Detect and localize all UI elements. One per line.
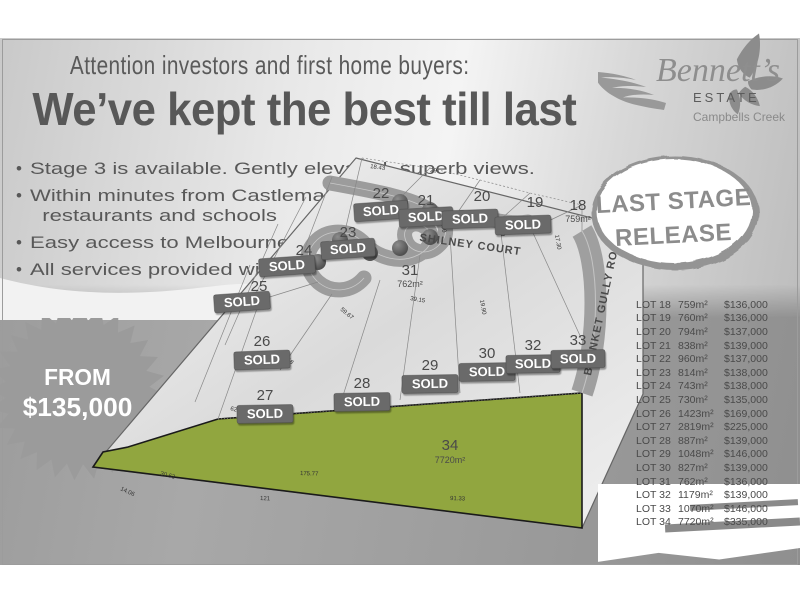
svg-text:SOLD: SOLD <box>344 394 380 410</box>
svg-text:27: 27 <box>257 387 274 404</box>
svg-text:91.33: 91.33 <box>450 496 466 503</box>
svg-text:19: 19 <box>527 194 544 211</box>
svg-text:29: 29 <box>430 168 438 175</box>
svg-text:32: 32 <box>525 337 542 354</box>
svg-text:SOLD: SOLD <box>515 356 551 372</box>
svg-text:33: 33 <box>570 332 587 349</box>
svg-text:SOLD: SOLD <box>560 351 596 367</box>
svg-text:762m²: 762m² <box>397 279 423 289</box>
svg-text:SOLD: SOLD <box>362 202 399 219</box>
svg-text:26: 26 <box>254 333 271 350</box>
svg-text:SOLD: SOLD <box>408 208 445 225</box>
svg-text:121: 121 <box>260 496 271 502</box>
svg-text:SOLD: SOLD <box>329 240 366 257</box>
svg-text:SOLD: SOLD <box>268 257 305 274</box>
svg-text:20: 20 <box>474 188 491 205</box>
svg-text:22: 22 <box>373 185 390 202</box>
svg-text:SOLD: SOLD <box>469 364 505 380</box>
svg-text:SOLD: SOLD <box>244 351 281 367</box>
svg-text:SOLD: SOLD <box>452 210 489 226</box>
svg-text:7720m²: 7720m² <box>435 455 466 465</box>
svg-text:34: 34 <box>442 437 459 454</box>
svg-text:23: 23 <box>340 224 357 241</box>
svg-text:21: 21 <box>418 192 435 209</box>
svg-text:SOLD: SOLD <box>505 216 542 232</box>
svg-text:28: 28 <box>354 375 371 392</box>
svg-text:175.77: 175.77 <box>300 471 319 478</box>
svg-text:SOLD: SOLD <box>223 293 260 310</box>
svg-text:18: 18 <box>570 197 587 214</box>
svg-text:30: 30 <box>479 345 496 362</box>
svg-text:14.06: 14.06 <box>119 486 136 498</box>
svg-text:SOLD: SOLD <box>247 406 283 422</box>
svg-text:31: 31 <box>402 262 419 279</box>
svg-text:SOLD: SOLD <box>412 376 448 392</box>
svg-text:29: 29 <box>422 357 439 374</box>
